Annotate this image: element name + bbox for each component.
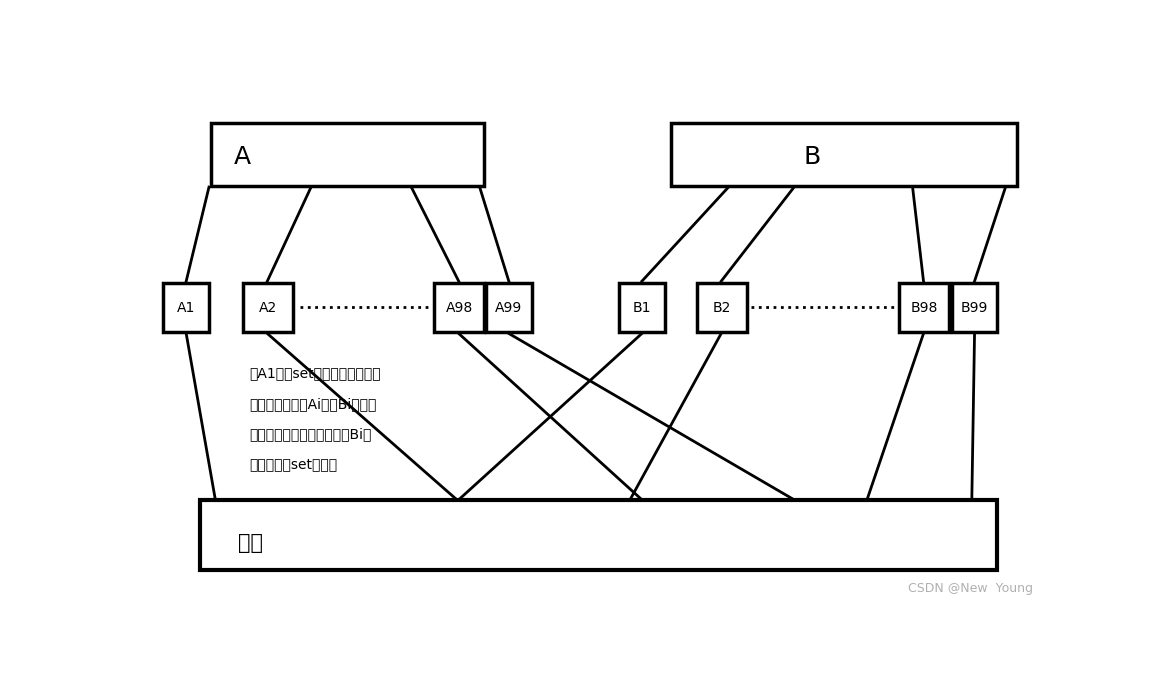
Text: A2: A2: [259, 301, 276, 314]
FancyBboxPatch shape: [434, 282, 485, 333]
FancyBboxPatch shape: [163, 282, 209, 333]
Text: A98: A98: [446, 301, 473, 314]
FancyBboxPatch shape: [671, 124, 1017, 186]
FancyBboxPatch shape: [242, 282, 293, 333]
Text: 的元素与在set中查阅: 的元素与在set中查阅: [249, 458, 338, 471]
Text: A99: A99: [495, 301, 522, 314]
FancyBboxPatch shape: [200, 500, 997, 570]
Text: B: B: [803, 145, 821, 169]
FancyBboxPatch shape: [619, 282, 664, 333]
Text: B1: B1: [633, 301, 652, 314]
Text: B98: B98: [910, 301, 937, 314]
FancyBboxPatch shape: [898, 282, 949, 333]
FancyBboxPatch shape: [486, 282, 532, 333]
Text: A: A: [234, 145, 250, 169]
Text: 行哈希分割。如果可以就将Bi中: 行哈希分割。如果可以就将Bi中: [249, 427, 372, 441]
Text: 交集: 交集: [238, 532, 263, 553]
Text: A1: A1: [178, 301, 195, 314]
Text: B99: B99: [961, 301, 988, 314]
Text: 对A1建立set去重，如果文件还: 对A1建立set去重，如果文件还: [249, 367, 381, 380]
FancyBboxPatch shape: [696, 282, 747, 333]
Text: 是太大就同时对Ai，和Bi重新进: 是太大就同时对Ai，和Bi重新进: [249, 397, 376, 411]
FancyBboxPatch shape: [211, 124, 485, 186]
FancyBboxPatch shape: [951, 282, 997, 333]
Text: CSDN @New  Young: CSDN @New Young: [908, 582, 1033, 595]
Text: B2: B2: [713, 301, 730, 314]
